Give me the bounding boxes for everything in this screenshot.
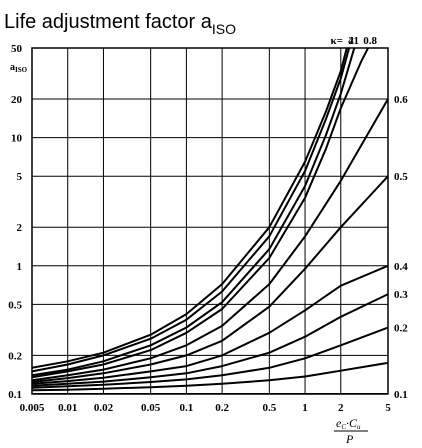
series-label-right: 0.4 [394, 261, 408, 273]
grid [31, 47, 389, 395]
x-tick-label: 5 [385, 402, 391, 414]
x-tick-label: 0.05 [141, 402, 161, 414]
series-label-top: 0.8 [363, 35, 377, 47]
series-line-kappa-1 [32, 48, 356, 377]
series-label-top: 2 [348, 35, 354, 47]
x-tick-label: 0.2 [215, 402, 229, 414]
series-label-top: 1 [354, 35, 360, 47]
x-tick-label: 0.1 [180, 402, 194, 414]
y-tick-label: 50 [11, 43, 23, 55]
y-tick-label: 5 [17, 171, 23, 183]
chart-title: Life adjustment factor aISO [4, 11, 236, 37]
plot-frame [31, 47, 389, 395]
x-tick-label: 0.5 [262, 402, 276, 414]
y-tick-label: 2 [17, 222, 23, 234]
x-tick-label: 0.02 [94, 402, 114, 414]
x-axis-label-cu-sub: u [357, 423, 361, 431]
y-tick-label: 20 [11, 94, 23, 106]
x-axis-label-denominator: P [345, 432, 354, 446]
y-axis-label: aISO [10, 62, 28, 74]
x-tick-label: 1 [302, 402, 308, 414]
x-tick-label: 2 [338, 402, 344, 414]
x-tick-label: 0.005 [20, 402, 45, 414]
series-labels: 42 1 0.8 κ= 0.6 0.5 0.4 0.3 0.2 0.1 [330, 35, 408, 401]
series-label-right: 0.1 [394, 389, 408, 401]
series-label-right: 0.3 [394, 289, 408, 301]
x-axis-label-numerator: eC·Cu [336, 416, 361, 431]
x-axis-label: eC·Cu P [334, 416, 368, 446]
y-tick-labels: 0.1 0.2 0.5 1 2 5 10 20 50 [8, 43, 22, 401]
series-line-kappa-0.5 [32, 175, 388, 383]
series-label-right: 0.2 [394, 323, 408, 335]
series-label-top: 4 [348, 35, 354, 47]
series-line-kappa-4 [32, 48, 348, 369]
x-tick-labels: 0.005 0.01 0.02 0.05 0.1 0.2 0.5 1 2 5 [20, 402, 392, 414]
series-line-kappa-0.8 [32, 48, 369, 379]
y-tick-label: 0.5 [8, 299, 22, 311]
y-axis-label-main: a [10, 62, 15, 73]
x-tick-label: 0.01 [58, 402, 77, 414]
x-axis-label-e-sub: C [341, 423, 346, 431]
series-line-kappa-0.3 [32, 293, 388, 387]
y-tick-label: 10 [11, 133, 23, 145]
series-line-kappa-0.6 [32, 98, 388, 382]
x-axis-label-cu: ·C [346, 416, 358, 430]
x-axis-label-e: e [336, 416, 342, 430]
kappa-prefix-label: κ= [330, 35, 342, 47]
series-line-kappa-2 [32, 48, 351, 373]
y-tick-label: 0.1 [8, 389, 22, 401]
series-line-kappa-0.2 [32, 326, 388, 389]
chart-title-main: Life adjustment factor a [4, 11, 213, 33]
y-axis-label-sub: ISO [15, 66, 28, 74]
series-label-right: 0.5 [394, 171, 408, 183]
chart-title-sub: ISO [212, 21, 236, 37]
series-label-right: 0.6 [394, 94, 408, 106]
series-line-kappa-unlabeled [32, 361, 388, 392]
y-tick-label: 0.2 [8, 350, 22, 362]
series-line-kappa-0.4 [32, 264, 388, 385]
y-tick-label: 1 [17, 261, 23, 273]
curves [32, 48, 388, 394]
